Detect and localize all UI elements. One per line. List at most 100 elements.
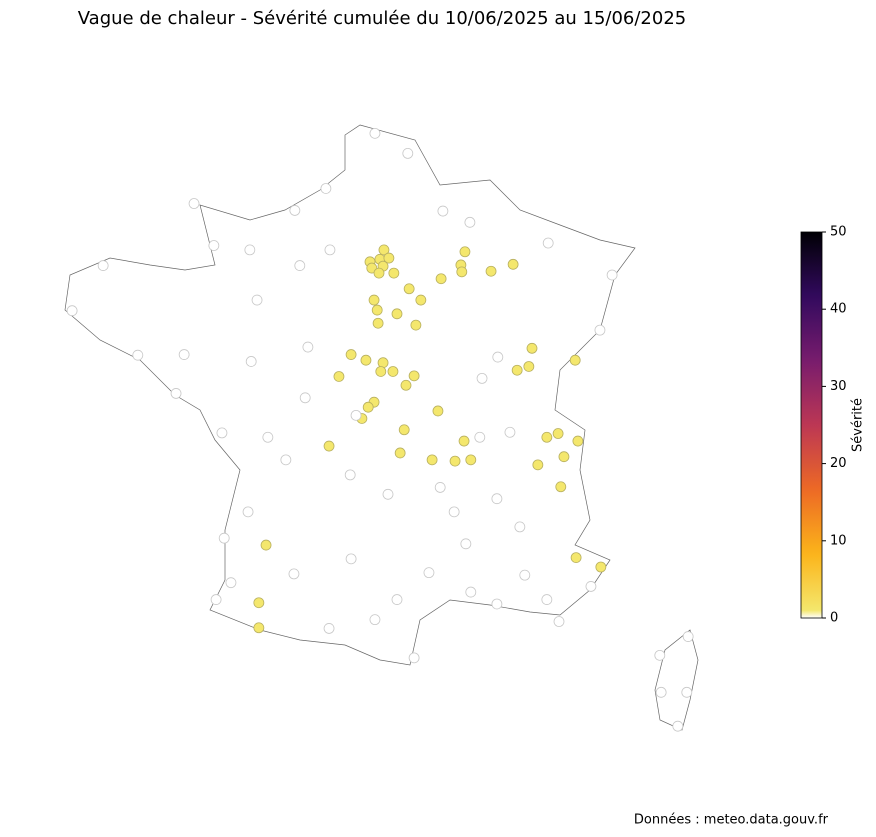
station-point — [242, 506, 254, 518]
colorbar-tick-label: 20 — [830, 456, 847, 471]
station-point — [378, 244, 390, 256]
station-point — [606, 269, 618, 281]
station-point — [391, 308, 403, 320]
station-point — [511, 364, 523, 376]
station-point — [465, 586, 477, 598]
station-point — [97, 260, 109, 271]
station-point — [245, 356, 257, 367]
station-point — [415, 294, 427, 306]
station-point — [519, 569, 531, 581]
station-point — [434, 482, 446, 493]
station-point — [383, 252, 395, 264]
station-point — [465, 454, 477, 466]
station-point — [178, 349, 190, 360]
station-point — [681, 686, 693, 698]
station-point — [491, 598, 503, 610]
colorbar-tick-label: 50 — [830, 225, 847, 240]
station-point — [377, 357, 389, 369]
station-point — [280, 454, 292, 466]
station-point — [570, 552, 582, 563]
stations — [66, 127, 694, 732]
station-point — [526, 342, 538, 354]
station-point — [474, 431, 486, 443]
station-point — [672, 720, 684, 732]
station-point — [464, 216, 476, 228]
station-point — [542, 237, 554, 249]
station-point — [188, 198, 200, 209]
station-point — [391, 594, 403, 605]
station-point — [682, 631, 694, 642]
station-point — [299, 392, 311, 404]
station-point — [344, 469, 356, 481]
station-point — [253, 597, 265, 609]
station-point — [323, 440, 335, 452]
station-point — [456, 266, 468, 278]
station-point — [253, 622, 265, 634]
station-point — [360, 354, 372, 366]
station-point — [458, 435, 470, 447]
station-point — [66, 305, 78, 317]
station-point — [541, 594, 553, 605]
station-point — [408, 370, 420, 382]
colorbar-tick-label: 0 — [830, 611, 838, 626]
station-point — [369, 614, 381, 626]
corsica-outline — [654, 629, 699, 731]
station-point — [345, 553, 357, 565]
station-point — [555, 481, 567, 493]
colorbar-label: Sévérité — [851, 398, 866, 452]
station-point — [492, 351, 504, 363]
station-point — [320, 183, 332, 194]
station-point — [333, 371, 345, 382]
station-point — [485, 265, 497, 277]
station-point — [170, 388, 182, 399]
station-point — [448, 506, 460, 518]
station-point — [569, 354, 581, 366]
station-point — [449, 455, 461, 467]
colorbar-tick-label: 40 — [830, 302, 847, 317]
station-point — [368, 294, 380, 306]
station-point — [216, 427, 228, 439]
station-point — [387, 366, 399, 377]
station-point — [225, 577, 237, 589]
colorbar: 0 10 20 30 40 50 — [800, 225, 847, 626]
station-point — [558, 451, 570, 463]
station-point — [400, 379, 412, 391]
station-point — [572, 435, 584, 447]
station-point — [523, 361, 535, 372]
colorbar-tick-label: 10 — [830, 533, 847, 548]
station-point — [388, 267, 400, 279]
station-point — [423, 567, 435, 579]
station-point — [426, 454, 438, 466]
station-point — [460, 538, 472, 550]
station-point — [289, 205, 301, 216]
station-point — [302, 341, 314, 353]
station-point — [372, 317, 384, 329]
station-point — [373, 267, 385, 279]
station-point — [491, 493, 503, 505]
station-point — [402, 147, 414, 159]
station-point — [132, 349, 144, 361]
station-point — [552, 428, 564, 439]
station-point — [382, 488, 394, 500]
station-point — [208, 240, 220, 251]
station-point — [210, 594, 222, 605]
station-point — [435, 273, 447, 285]
station-point — [437, 205, 449, 217]
station-point — [514, 521, 526, 533]
station-point — [369, 127, 381, 139]
station-point — [504, 426, 516, 438]
station-point — [403, 283, 415, 295]
station-point — [476, 372, 488, 384]
station-point — [541, 431, 553, 443]
france-outline — [64, 124, 699, 731]
station-point — [375, 366, 387, 377]
station-point — [244, 244, 256, 256]
mainland-outline — [64, 124, 636, 666]
station-point — [507, 258, 519, 270]
station-point — [594, 324, 606, 336]
station-point — [398, 424, 410, 436]
station-point — [394, 447, 406, 459]
station-point — [294, 260, 306, 271]
colorbar-tick-label: 30 — [830, 379, 847, 394]
